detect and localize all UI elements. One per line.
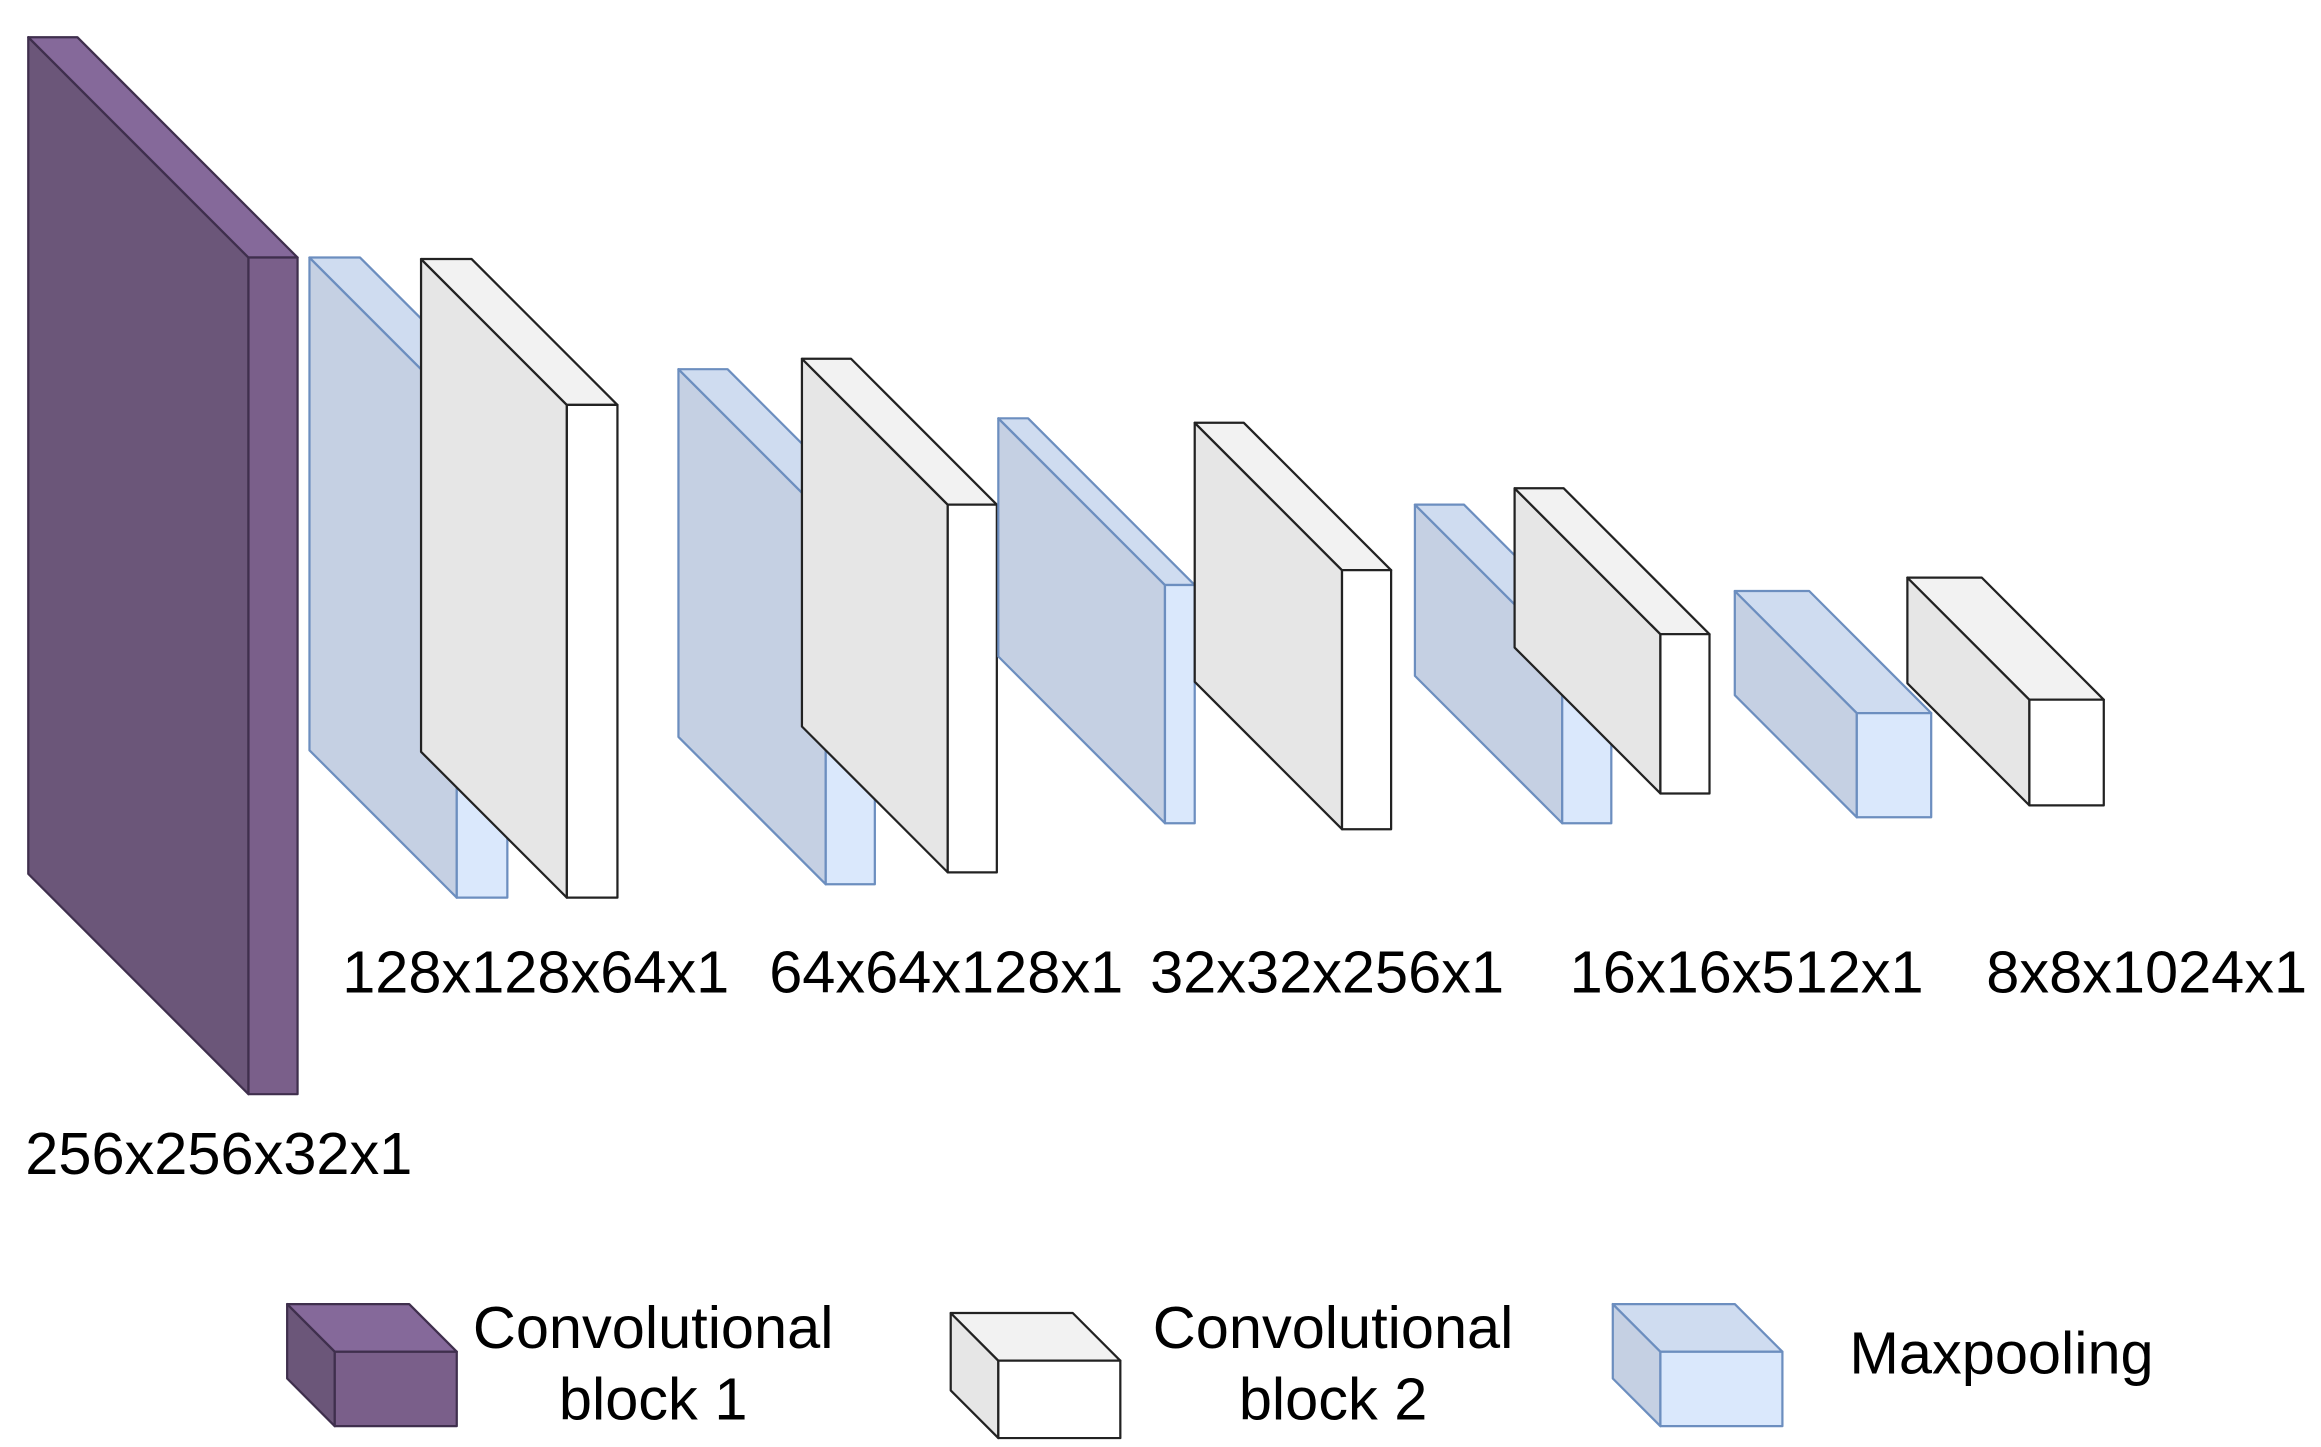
- layer-label: 16x16x512x1: [1570, 938, 1924, 1005]
- legend-label: Maxpooling: [1849, 1319, 2153, 1386]
- layer-label: 128x128x64x1: [342, 938, 729, 1005]
- cube-front: [333, 1350, 458, 1428]
- cube-front: [1163, 583, 1196, 825]
- layer-label: 32x32x256x1: [1150, 938, 1504, 1005]
- cube-front: [247, 256, 299, 1096]
- cube-front: [1659, 1350, 1784, 1428]
- cube-front: [1659, 633, 1711, 795]
- cube-front: [2028, 698, 2105, 807]
- layer-label: 64x64x128x1: [769, 938, 1123, 1005]
- legend-label: Convolutional: [473, 1294, 834, 1361]
- layer-label: 256x256x32x1: [25, 1120, 412, 1187]
- shapes: [27, 36, 2105, 1440]
- cube-front: [946, 503, 998, 874]
- legend-label: Convolutional: [1153, 1294, 1514, 1361]
- cube-front: [997, 1359, 1122, 1440]
- legend-label: block 2: [1239, 1366, 1428, 1433]
- cube-front: [1340, 569, 1393, 831]
- cube-front: [1855, 711, 1933, 819]
- layer-label: 8x8x1024x1: [1986, 938, 2307, 1005]
- cube-front: [565, 403, 619, 899]
- legend-label: block 1: [559, 1366, 748, 1433]
